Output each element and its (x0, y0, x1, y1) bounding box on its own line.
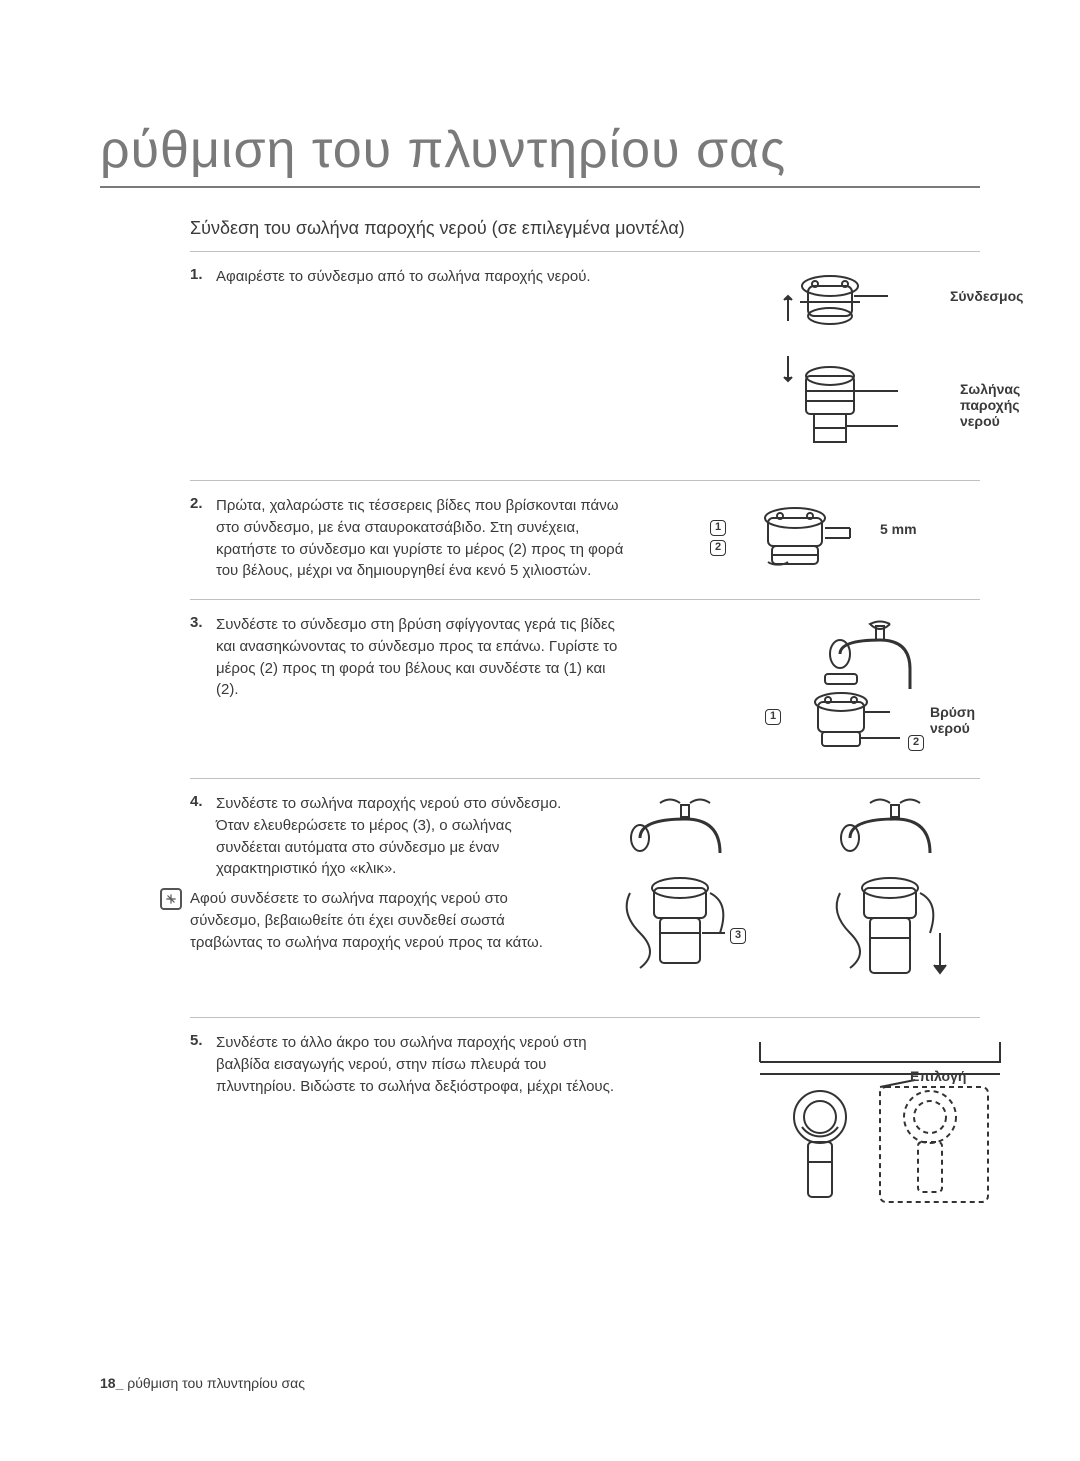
step-1: 1. Αφαιρέστε το σύνδεσμο από το σωλήνα π… (190, 251, 980, 480)
label-hose: Σωλήνας παροχής νερού (960, 381, 1040, 429)
footer-text: ρύθμιση του πλυντηρίου σας (123, 1375, 305, 1391)
page-title: ρύθμιση του πλυντηρίου σας (100, 120, 980, 188)
note-icon (160, 888, 182, 910)
step-text: Συνδέστε το άλλο άκρο του σωλήνα παροχής… (216, 1032, 630, 1212)
page-footer: 18_ ρύθμιση του πλυντηρίου σας (100, 1375, 305, 1391)
badge-1: 1 (710, 520, 726, 536)
content-area: Σύνδεση του σωλήνα παροχής νερού (σε επι… (100, 218, 980, 1226)
badge-1: 1 (765, 709, 781, 725)
footer-page-num: 18_ (100, 1375, 123, 1391)
label-option: Επιλογή (910, 1068, 966, 1084)
step-text: Συνδέστε το σωλήνα παροχής νερού στο σύν… (216, 793, 570, 880)
step-text: Συνδέστε το σύνδεσμο στη βρύση σφίγγοντα… (216, 614, 630, 764)
diagram-loosen (730, 500, 870, 580)
badge-3: 3 (730, 928, 746, 944)
step-number: 1. (190, 266, 216, 466)
badge-2: 2 (710, 540, 726, 556)
label-tap: Βρύση νερού (930, 704, 980, 736)
step-number: 5. (190, 1032, 216, 1212)
step-2: 2. Πρώτα, χαλαρώστε τις τέσσερεις βίδες … (190, 480, 980, 599)
step-5: 5. Συνδέστε το άλλο άκρο του σωλήνα παρο… (190, 1017, 980, 1226)
step-4: 4. Συνδέστε το σωλήνα παροχής νερού στο … (190, 778, 980, 1017)
diagram-connect-hose (610, 793, 990, 1003)
step-number: 4. (190, 793, 216, 880)
badge-2: 2 (908, 735, 924, 751)
diagram-tap (780, 614, 950, 764)
step-3: 3. Συνδέστε το σύνδεσμο στη βρύση σφίγγο… (190, 599, 980, 778)
section-subtitle: Σύνδεση του σωλήνα παροχής νερού (σε επι… (190, 218, 980, 239)
step-text: Αφαιρέστε το σύνδεσμο από το σωλήνα παρο… (216, 266, 591, 466)
note-text: Αφού συνδέσετε το σωλήνα παροχής νερού σ… (190, 888, 570, 953)
label-adaptor: Σύνδεσμος (950, 288, 1023, 304)
diagram-inlet (750, 1032, 1010, 1212)
label-5mm: 5 mm (880, 521, 917, 537)
step-number: 3. (190, 614, 216, 764)
step-number: 2. (190, 495, 216, 585)
diagram-adaptor-hose (780, 266, 940, 466)
step-text: Πρώτα, χαλαρώστε τις τέσσερεις βίδες που… (216, 495, 630, 585)
